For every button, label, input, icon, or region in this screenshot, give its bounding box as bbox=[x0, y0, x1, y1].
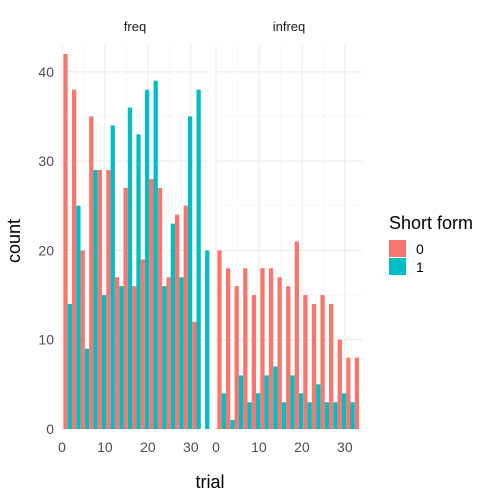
bar-infreq-series1-bin3 bbox=[247, 402, 252, 429]
bar-freq-series1-bin5 bbox=[110, 125, 115, 429]
facet-panels: freq infreq bbox=[61, 19, 362, 430]
bar-infreq-series1-bin6 bbox=[273, 366, 278, 429]
legend-title: Short form bbox=[389, 213, 473, 233]
y-tick-label: 0 bbox=[46, 421, 54, 437]
bar-freq-series1-bin16 bbox=[205, 250, 210, 429]
x-axis-title: trial bbox=[195, 472, 224, 492]
bar-infreq-series1-bin12 bbox=[324, 402, 330, 429]
bar-freq-series0-bin10 bbox=[149, 178, 154, 429]
bar-freq-series1-bin3 bbox=[93, 170, 98, 429]
y-tick-label: 30 bbox=[38, 153, 54, 169]
bar-freq-series1-bin1 bbox=[76, 205, 81, 429]
bar-freq-series1-bin9 bbox=[144, 89, 150, 430]
bar-infreq-series1-bin1 bbox=[230, 420, 235, 429]
bar-infreq-series0-bin1 bbox=[225, 268, 231, 429]
bar-freq-series0-bin8 bbox=[132, 286, 137, 429]
bar-infreq-series1-bin14 bbox=[341, 393, 347, 429]
bar-infreq-series0-bin12 bbox=[320, 295, 325, 429]
bar-freq-series1-bin6 bbox=[119, 286, 124, 429]
bar-infreq-series1-bin11 bbox=[316, 384, 321, 429]
facet-panel-infreq: infreq bbox=[215, 19, 362, 430]
bar-freq-series1-bin0 bbox=[67, 303, 72, 429]
bar-infreq-series0-bin5 bbox=[260, 268, 265, 429]
bar-freq-series0-bin3 bbox=[89, 116, 94, 429]
y-tick-label: 20 bbox=[38, 242, 54, 258]
bar-freq-series0-bin12 bbox=[166, 277, 171, 429]
bar-infreq-series0-bin10 bbox=[303, 295, 308, 429]
bar-infreq-series1-bin8 bbox=[290, 375, 295, 429]
bar-freq-series0-bin2 bbox=[80, 250, 85, 429]
bar-infreq-series1-bin13 bbox=[333, 402, 338, 429]
bar-freq-series1-bin4 bbox=[102, 295, 107, 429]
bar-infreq-series1-bin2 bbox=[238, 375, 244, 429]
bar-freq-series1-bin7 bbox=[127, 107, 133, 429]
bar-infreq-series1-bin15 bbox=[350, 402, 355, 429]
bar-freq-series0-bin14 bbox=[183, 205, 188, 429]
bar-infreq-series0-bin16 bbox=[354, 357, 360, 429]
y-tick-label: 40 bbox=[38, 64, 54, 80]
bar-freq-series0-bin5 bbox=[106, 170, 111, 429]
bar-infreq-series0-bin6 bbox=[268, 268, 274, 429]
bar-freq-series0-bin4 bbox=[97, 170, 103, 429]
x-tick-label: 0 bbox=[58, 439, 66, 455]
bar-infreq-series0-bin0 bbox=[217, 250, 222, 429]
bar-freq-series0-bin6 bbox=[114, 277, 120, 429]
facet-label-freq: freq bbox=[124, 19, 146, 34]
x-tick-label: 30 bbox=[337, 439, 353, 455]
bar-infreq-series0-bin15 bbox=[346, 357, 351, 429]
x-tick-label: 10 bbox=[251, 439, 267, 455]
bar-freq-series1-bin12 bbox=[170, 223, 176, 429]
facet-panel-freq: freq bbox=[61, 19, 210, 430]
legend-label-0: 0 bbox=[416, 241, 424, 257]
x-tick-label: 20 bbox=[140, 439, 156, 455]
bar-freq-series1-bin15 bbox=[196, 89, 201, 430]
bar-infreq-series1-bin9 bbox=[298, 393, 304, 429]
bar-infreq-series1-bin0 bbox=[221, 393, 226, 429]
x-tick-label: 10 bbox=[97, 439, 113, 455]
bar-infreq-series0-bin13 bbox=[329, 303, 334, 429]
bar-freq-series1-bin2 bbox=[84, 348, 90, 429]
bar-freq-series1-bin14 bbox=[187, 116, 193, 429]
bar-freq-series0-bin0 bbox=[63, 53, 68, 429]
legend-key-0 bbox=[389, 240, 406, 257]
bar-infreq-series1-bin7 bbox=[281, 402, 287, 429]
legend-label-1: 1 bbox=[416, 259, 424, 275]
bar-freq-series0-bin1 bbox=[71, 89, 77, 430]
legend-key-1 bbox=[389, 258, 406, 275]
bar-infreq-series0-bin2 bbox=[234, 286, 239, 429]
bar-infreq-series0-bin14 bbox=[337, 339, 342, 429]
y-tick-label: 10 bbox=[38, 332, 54, 348]
facet-label-infreq: infreq bbox=[273, 19, 306, 34]
legend: Short form 0 1 bbox=[389, 213, 473, 275]
bar-freq-series0-bin13 bbox=[175, 214, 180, 429]
bar-infreq-series0-bin9 bbox=[294, 241, 299, 429]
bar-freq-series1-bin8 bbox=[136, 134, 141, 430]
bar-infreq-series0-bin7 bbox=[277, 277, 282, 429]
bar-infreq-series1-bin4 bbox=[256, 393, 261, 429]
bar-freq-series0-bin9 bbox=[140, 259, 145, 429]
y-axis-title: count bbox=[4, 219, 24, 263]
bar-infreq-series1-bin10 bbox=[307, 402, 312, 429]
bar-infreq-series0-bin11 bbox=[311, 303, 317, 429]
bar-freq-series0-bin15 bbox=[192, 321, 197, 429]
x-tick-label: 0 bbox=[212, 439, 220, 455]
bar-infreq-series0-bin3 bbox=[243, 268, 248, 429]
bar-infreq-series1-bin5 bbox=[264, 375, 269, 429]
bar-infreq-series0-bin4 bbox=[251, 295, 257, 429]
x-tick-label: 20 bbox=[294, 439, 310, 455]
y-axis: 0 10 20 30 40 bbox=[38, 64, 54, 437]
bar-freq-series0-bin11 bbox=[157, 187, 163, 429]
x-tick-label: 30 bbox=[183, 439, 199, 455]
bar-freq-series0-bin7 bbox=[123, 187, 128, 429]
bar-freq-series1-bin13 bbox=[179, 277, 184, 429]
bar-freq-series1-bin10 bbox=[153, 80, 158, 429]
bar-freq-series1-bin11 bbox=[162, 286, 167, 429]
bar-infreq-series0-bin8 bbox=[286, 286, 291, 429]
x-axes: 0 10 20 30 0 10 20 30 bbox=[58, 439, 353, 455]
